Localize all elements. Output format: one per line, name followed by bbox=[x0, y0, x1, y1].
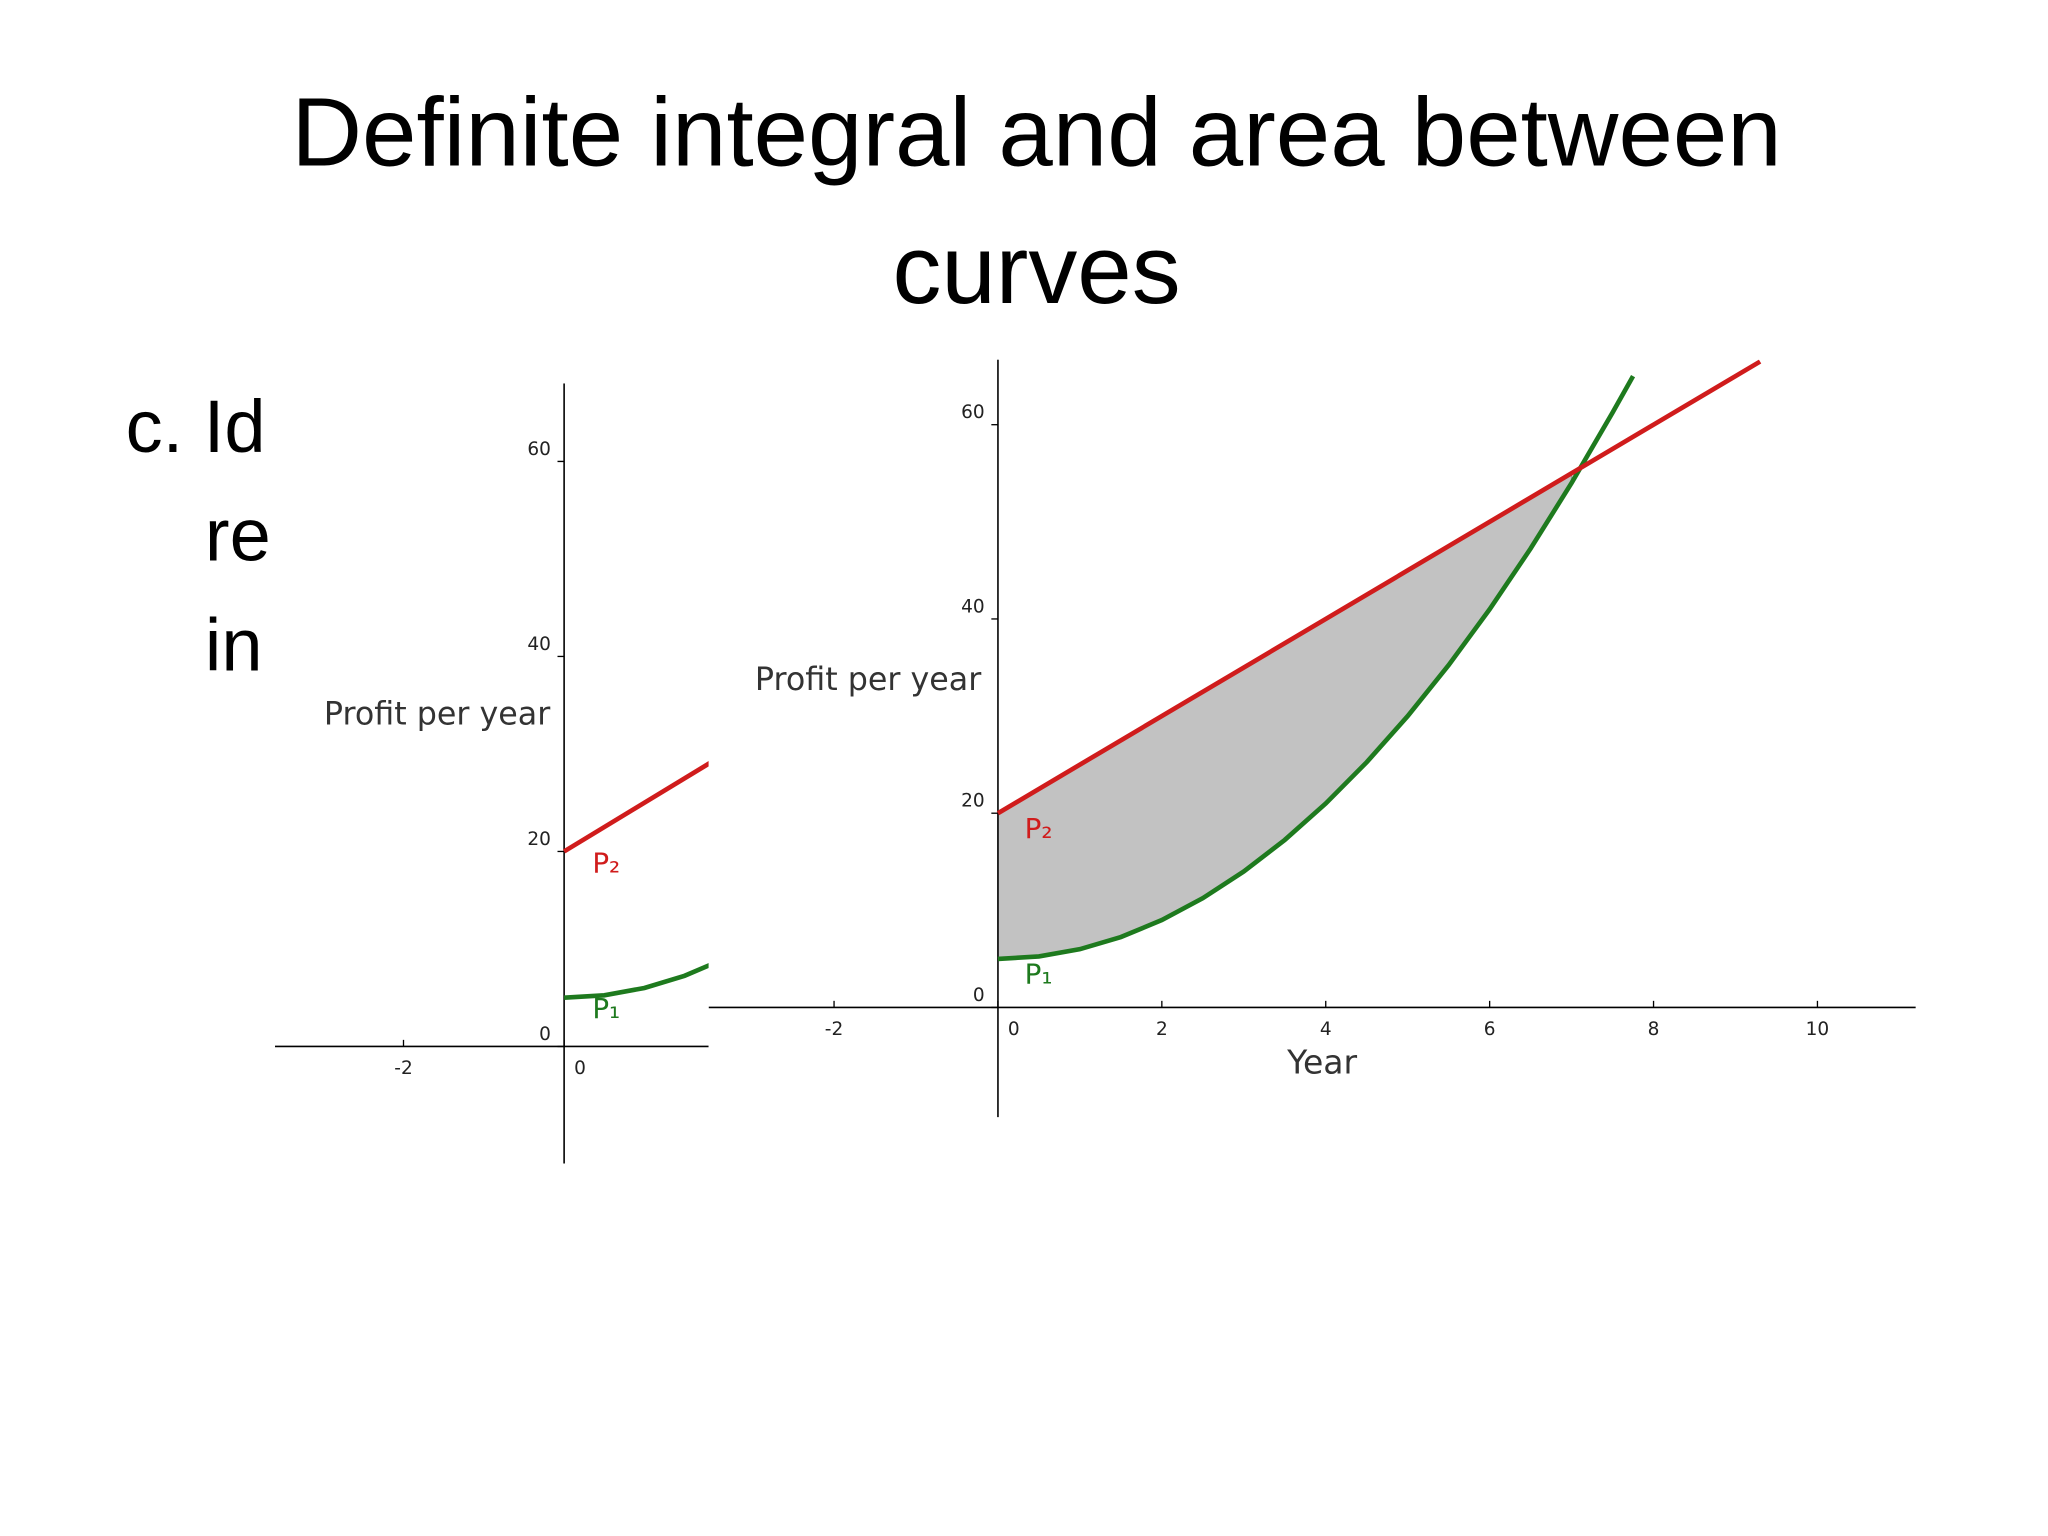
y-tick-label: 60 bbox=[527, 439, 551, 460]
bullet-text: c. Id bbox=[125, 384, 266, 469]
y-tick-label: 20 bbox=[527, 829, 551, 850]
bullet-text: in bbox=[204, 602, 263, 687]
x-tick-label: 0 bbox=[574, 1058, 586, 1079]
x-tick-label: 2 bbox=[1156, 1019, 1168, 1040]
y-tick-label: 20 bbox=[961, 791, 985, 812]
series-label: P₁ bbox=[1025, 958, 1053, 991]
x-tick-label: 10 bbox=[1806, 1019, 1830, 1040]
x-tick-label: 6 bbox=[1484, 1019, 1496, 1040]
x-tick-label: 8 bbox=[1648, 1019, 1660, 1040]
series-line bbox=[563, 963, 709, 1001]
series-label: P₂ bbox=[1025, 812, 1053, 845]
x-tick-label: 4 bbox=[1320, 1019, 1332, 1040]
x-tick-label: -2 bbox=[825, 1019, 843, 1040]
slide-title: Definite integral and area between curve… bbox=[291, 76, 1782, 324]
series-line bbox=[996, 359, 1762, 816]
chart-back: 0 20 40 60 -2 0 Profit per year P₁ P₂ bbox=[275, 383, 709, 1164]
y-axis-title: Profit per year bbox=[755, 662, 982, 698]
x-axis-title: Year bbox=[1286, 1043, 1357, 1082]
series-line bbox=[997, 374, 1636, 962]
y-tick-label: 40 bbox=[527, 634, 551, 655]
plot-background bbox=[275, 383, 709, 1164]
y-tick-label: 0 bbox=[973, 985, 985, 1006]
x-tick-label: 0 bbox=[1008, 1019, 1020, 1040]
bullet-text: re bbox=[204, 493, 271, 577]
y-tick-label: 60 bbox=[961, 402, 985, 423]
series-line bbox=[562, 760, 709, 854]
x-tick-label: -2 bbox=[394, 1058, 412, 1079]
chart-front: 0 20 40 60 -2 0 2 4 6 8 10 Profit per year Year P₁ P₂ bbox=[708, 359, 1916, 1118]
series-label: P₂ bbox=[592, 847, 620, 880]
y-tick-label: 40 bbox=[961, 596, 985, 617]
series-label: P₁ bbox=[592, 992, 620, 1025]
y-axis-title: Profit per year bbox=[324, 697, 551, 733]
y-tick-label: 0 bbox=[539, 1024, 551, 1045]
